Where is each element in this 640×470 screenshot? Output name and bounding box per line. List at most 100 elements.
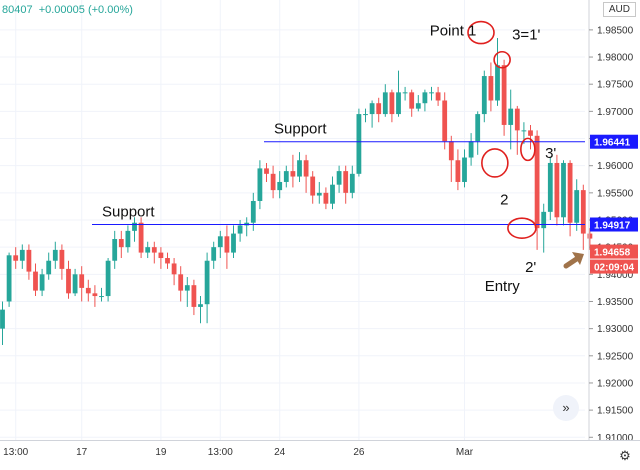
candle [165, 252, 170, 269]
candle [528, 124, 533, 150]
candle [158, 247, 164, 269]
candle [151, 241, 157, 264]
candle-body [79, 274, 85, 288]
candle [224, 225, 230, 269]
candle-body [488, 76, 494, 101]
candle [468, 133, 474, 166]
candle [79, 266, 85, 302]
candle [343, 165, 349, 204]
candle-body [85, 287, 91, 294]
candle-body [224, 236, 230, 253]
candle [541, 203, 547, 253]
candle-body [303, 160, 309, 177]
candle [59, 244, 65, 280]
candle-body [184, 285, 190, 291]
candle-body [389, 92, 395, 115]
price-tick-label: 1.95500 [597, 188, 634, 199]
candle [6, 252, 12, 307]
candle-body [528, 130, 533, 136]
grid [0, 0, 585, 440]
candle-body [33, 271, 38, 291]
candle [389, 89, 395, 123]
candle [125, 225, 131, 253]
support-price-label-text: 1.96441 [594, 138, 631, 149]
candle [118, 230, 124, 259]
candle [415, 95, 421, 112]
candle [561, 160, 566, 226]
annotation-circle [493, 50, 511, 69]
candle-body [132, 222, 137, 231]
candle-body [369, 103, 375, 115]
candle [369, 100, 375, 128]
candle [231, 225, 236, 259]
annotation-circle [507, 217, 537, 239]
double-chevron-right-icon[interactable]: » [553, 395, 579, 421]
candle-body [264, 168, 269, 174]
candle [237, 220, 243, 242]
candle-body [270, 173, 276, 191]
price-tick-label: 1.93500 [597, 297, 634, 308]
support-price-label-bg [590, 134, 638, 149]
candle-body [495, 65, 500, 101]
candle-body [554, 162, 560, 218]
candle-body [409, 92, 415, 109]
last-price-label-text: 1.94658 [594, 248, 631, 259]
currency-label[interactable]: AUD [602, 2, 636, 17]
support-label: Support [102, 204, 155, 221]
candle-body [475, 114, 481, 142]
candle [363, 108, 368, 123]
candle-body [59, 249, 65, 269]
candle-body [349, 173, 355, 193]
annotation-label: Entry [485, 278, 521, 295]
annotation-label: 2 [500, 192, 508, 209]
candle-body [151, 247, 157, 253]
candle [462, 149, 467, 188]
candle [257, 160, 263, 210]
candle-body [39, 274, 45, 291]
candle [277, 171, 283, 199]
candle [250, 192, 256, 231]
candle [442, 92, 448, 150]
candle-body [257, 168, 263, 201]
price-tick-label: 1.92500 [597, 351, 634, 362]
candle-body [343, 171, 349, 193]
candle-body [382, 92, 388, 115]
time-tick-label: Mar [456, 447, 474, 458]
candle-body [112, 239, 118, 261]
candle-body [250, 200, 256, 223]
candle-body [323, 192, 329, 204]
candle [534, 130, 540, 250]
candle-body [19, 249, 25, 261]
candle [264, 162, 269, 182]
candle [455, 149, 461, 191]
candle [138, 217, 144, 259]
candle-body [217, 236, 223, 248]
gear-icon[interactable]: ⚙ [619, 448, 631, 463]
candle [92, 285, 98, 307]
candle [481, 70, 487, 123]
candle [72, 268, 78, 297]
countdown-label-text: 02:09:04 [594, 263, 634, 274]
candle [435, 86, 441, 106]
candle-body [0, 309, 5, 329]
entry-arrow [563, 255, 581, 269]
candle-body [541, 211, 547, 229]
price-tick-label: 1.93000 [597, 324, 634, 335]
candle [66, 260, 71, 299]
candle [508, 89, 514, 150]
candle-body [198, 304, 203, 307]
time-axis: 13:00 17 19 13:00 24 26 Mar [0, 440, 640, 458]
price-tick-label: 1.91500 [597, 406, 634, 417]
candle [270, 165, 276, 199]
candle-body [330, 184, 335, 204]
candle [211, 241, 217, 269]
candle-body [26, 249, 32, 272]
candle [112, 230, 118, 269]
candle [217, 230, 223, 259]
time-tick-label: 19 [155, 447, 167, 458]
annotation-label: 3' [545, 145, 556, 162]
candle-body [580, 190, 586, 234]
annotation-circle [520, 137, 536, 162]
price-tick-label: 1.94000 [597, 270, 634, 281]
annotation-label: Point 1 [430, 23, 477, 40]
